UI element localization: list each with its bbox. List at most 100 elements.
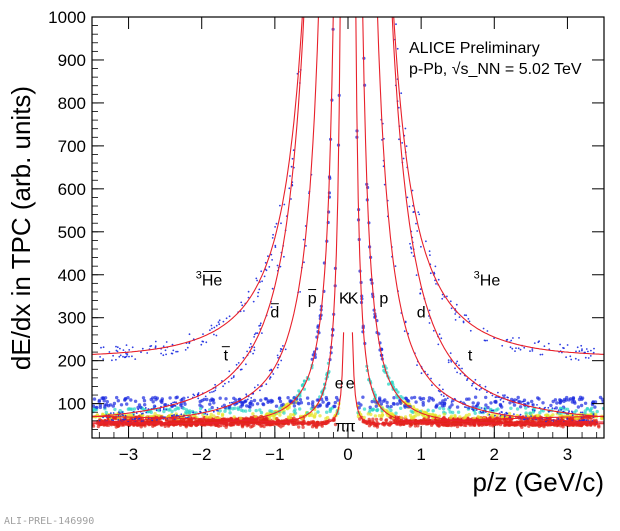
density-point [392, 402, 396, 406]
density-point [268, 266, 271, 268]
density-point [236, 402, 238, 405]
density-point [222, 385, 225, 388]
density-point [116, 424, 120, 428]
density-point [160, 352, 163, 355]
density-point [547, 406, 550, 409]
density-point [484, 403, 488, 407]
density-point [277, 356, 279, 359]
density-point [518, 337, 520, 339]
density-point [553, 407, 556, 410]
density-point [130, 407, 134, 411]
density-point [265, 383, 268, 386]
density-point [192, 411, 195, 414]
density-point [502, 394, 504, 397]
density-point [128, 355, 130, 358]
density-point [243, 310, 245, 312]
density-point [136, 405, 140, 410]
density-point [585, 407, 590, 411]
density-point [506, 412, 509, 415]
species-label-e: e [335, 376, 344, 393]
density-point [558, 399, 563, 403]
density-point [239, 368, 242, 371]
density-point [217, 321, 220, 323]
density-point [260, 270, 263, 273]
density-point [406, 399, 411, 403]
density-point [246, 350, 249, 353]
density-point [227, 381, 230, 383]
density-point [578, 350, 581, 353]
density-point [174, 396, 178, 400]
density-point [289, 413, 293, 417]
density-point [145, 411, 148, 414]
expected-curve-π [351, 332, 604, 425]
density-point [494, 408, 498, 412]
density-point [404, 397, 408, 401]
density-point [448, 405, 452, 409]
x-tick-label: 2 [490, 445, 499, 464]
density-point [474, 378, 477, 381]
density-point [458, 316, 461, 318]
density-point [399, 406, 403, 410]
density-point [155, 396, 159, 400]
density-point [571, 414, 574, 417]
density-point [466, 379, 468, 381]
density-point [592, 413, 595, 415]
density-point [566, 418, 569, 420]
density-point [537, 341, 540, 344]
density-point [398, 138, 400, 141]
density-point [420, 245, 422, 248]
density-point [578, 395, 583, 399]
density-point [172, 401, 175, 404]
density-point [325, 415, 330, 420]
density-point [447, 359, 450, 361]
density-point [264, 261, 267, 264]
species-label-p: p [379, 291, 388, 308]
density-point [105, 400, 110, 404]
density-point [599, 416, 604, 420]
density-point [475, 387, 477, 390]
density-point [490, 409, 493, 412]
density-point [116, 350, 119, 353]
density-point [371, 417, 375, 421]
density-point [458, 415, 462, 419]
density-point [579, 403, 584, 408]
density-point [222, 423, 226, 428]
density-point [543, 345, 546, 348]
density-point [509, 406, 513, 410]
density-point [538, 411, 542, 415]
density-point [240, 301, 243, 304]
density-point [585, 419, 588, 422]
density-point [368, 405, 372, 409]
density-point [98, 403, 103, 407]
density-point [164, 349, 167, 352]
density-point [419, 288, 422, 290]
density-point [559, 343, 561, 346]
density-point [274, 226, 276, 228]
density-point [173, 408, 177, 412]
density-point [261, 280, 263, 283]
density-point [175, 350, 178, 353]
density-point [315, 398, 320, 402]
density-point [428, 309, 431, 312]
density-point [281, 402, 285, 407]
density-point [111, 359, 113, 362]
density-point [118, 355, 121, 358]
density-point [212, 401, 216, 405]
density-point [571, 410, 573, 413]
density-point [141, 396, 146, 400]
info-box: ALICE Preliminary p-Pb, √s_NN = 5.02 TeV [409, 40, 582, 78]
density-point [172, 349, 175, 352]
density-point [125, 402, 129, 406]
density-point [321, 400, 325, 404]
density-point [488, 423, 492, 427]
density-point [200, 343, 203, 346]
density-point [204, 408, 207, 411]
density-point [100, 396, 104, 400]
density-point [259, 410, 264, 415]
density-point [478, 389, 481, 391]
density-point [332, 404, 336, 408]
density-point [233, 406, 237, 410]
density-point [197, 397, 200, 400]
density-point [442, 388, 444, 391]
density-point [530, 399, 534, 404]
